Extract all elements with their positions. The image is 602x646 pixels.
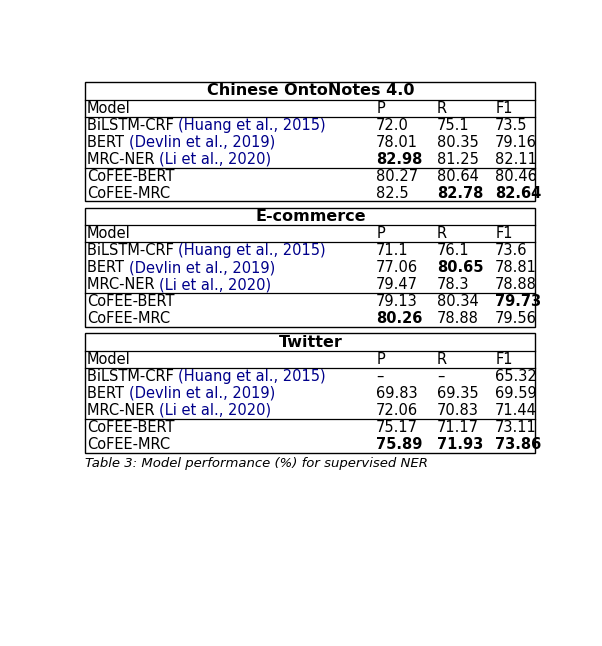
Text: 80.46: 80.46 xyxy=(495,169,537,183)
Text: 71.93: 71.93 xyxy=(437,437,483,452)
Text: 79.73: 79.73 xyxy=(495,294,541,309)
Text: R: R xyxy=(437,352,447,367)
Text: 78.01: 78.01 xyxy=(376,135,418,150)
Text: –: – xyxy=(376,369,383,384)
Text: BERT: BERT xyxy=(87,386,129,401)
Text: 79.56: 79.56 xyxy=(495,311,537,326)
Text: P: P xyxy=(376,352,385,367)
Text: (Devlin et al., 2019): (Devlin et al., 2019) xyxy=(129,135,275,150)
Text: BiLSTM-CRF: BiLSTM-CRF xyxy=(87,244,178,258)
Text: 80.34: 80.34 xyxy=(437,294,479,309)
Text: 70.83: 70.83 xyxy=(437,402,479,418)
Text: 79.16: 79.16 xyxy=(495,135,537,150)
Text: (Li et al., 2020): (Li et al., 2020) xyxy=(159,402,272,418)
Text: MRC-NER: MRC-NER xyxy=(87,277,159,292)
Text: MRC-NER: MRC-NER xyxy=(87,152,159,167)
Text: 80.27: 80.27 xyxy=(376,169,418,183)
Text: Table 3: Model performance (%) for supervised NER: Table 3: Model performance (%) for super… xyxy=(84,457,427,470)
Text: 73.6: 73.6 xyxy=(495,244,527,258)
Text: P: P xyxy=(376,226,385,242)
Text: (Li et al., 2020): (Li et al., 2020) xyxy=(159,277,272,292)
Bar xyxy=(84,82,535,202)
Text: 78.81: 78.81 xyxy=(495,260,537,275)
Text: 71.17: 71.17 xyxy=(437,420,479,435)
Text: 73.5: 73.5 xyxy=(495,118,527,133)
Text: (Devlin et al., 2019): (Devlin et al., 2019) xyxy=(129,386,275,401)
Text: 80.35: 80.35 xyxy=(437,135,479,150)
Text: R: R xyxy=(437,101,447,116)
Text: MRC-NER: MRC-NER xyxy=(87,402,159,418)
Text: 82.11: 82.11 xyxy=(495,152,537,167)
Text: 82.64: 82.64 xyxy=(495,185,541,200)
Text: CoFEE-BERT: CoFEE-BERT xyxy=(87,294,175,309)
Text: BiLSTM-CRF: BiLSTM-CRF xyxy=(87,369,178,384)
Text: 73.86: 73.86 xyxy=(495,437,541,452)
Text: (Huang et al., 2015): (Huang et al., 2015) xyxy=(178,244,326,258)
Text: F1: F1 xyxy=(495,101,513,116)
Text: Chinese OntoNotes 4.0: Chinese OntoNotes 4.0 xyxy=(207,83,415,98)
Text: 71.1: 71.1 xyxy=(376,244,409,258)
Text: 69.35: 69.35 xyxy=(437,386,479,401)
Text: 78.3: 78.3 xyxy=(437,277,470,292)
Bar xyxy=(84,333,535,452)
Text: CoFEE-MRC: CoFEE-MRC xyxy=(87,311,170,326)
Text: (Huang et al., 2015): (Huang et al., 2015) xyxy=(178,369,326,384)
Text: E-commerce: E-commerce xyxy=(255,209,366,224)
Text: Model: Model xyxy=(87,352,131,367)
Text: CoFEE-BERT: CoFEE-BERT xyxy=(87,420,175,435)
Text: 73.11: 73.11 xyxy=(495,420,537,435)
Bar xyxy=(84,207,535,327)
Text: 77.06: 77.06 xyxy=(376,260,418,275)
Text: CoFEE-MRC: CoFEE-MRC xyxy=(87,185,170,200)
Text: 78.88: 78.88 xyxy=(495,277,537,292)
Text: 69.83: 69.83 xyxy=(376,386,418,401)
Text: (Devlin et al., 2019): (Devlin et al., 2019) xyxy=(129,260,275,275)
Text: F1: F1 xyxy=(495,226,513,242)
Text: 79.13: 79.13 xyxy=(376,294,418,309)
Text: 80.65: 80.65 xyxy=(437,260,483,275)
Text: 78.88: 78.88 xyxy=(437,311,479,326)
Text: (Li et al., 2020): (Li et al., 2020) xyxy=(159,152,272,167)
Text: 80.26: 80.26 xyxy=(376,311,423,326)
Text: CoFEE-BERT: CoFEE-BERT xyxy=(87,169,175,183)
Text: 82.5: 82.5 xyxy=(376,185,409,200)
Text: 72.0: 72.0 xyxy=(376,118,409,133)
Text: R: R xyxy=(437,226,447,242)
Text: 71.44: 71.44 xyxy=(495,402,537,418)
Text: F1: F1 xyxy=(495,352,513,367)
Text: 65.32: 65.32 xyxy=(495,369,537,384)
Text: P: P xyxy=(376,101,385,116)
Text: 79.47: 79.47 xyxy=(376,277,418,292)
Text: 81.25: 81.25 xyxy=(437,152,479,167)
Text: BiLSTM-CRF: BiLSTM-CRF xyxy=(87,118,178,133)
Text: 72.06: 72.06 xyxy=(376,402,418,418)
Text: 75.17: 75.17 xyxy=(376,420,418,435)
Text: Model: Model xyxy=(87,101,131,116)
Text: 75.89: 75.89 xyxy=(376,437,423,452)
Text: Model: Model xyxy=(87,226,131,242)
Text: Twitter: Twitter xyxy=(279,335,343,349)
Text: (Huang et al., 2015): (Huang et al., 2015) xyxy=(178,118,326,133)
Text: 82.78: 82.78 xyxy=(437,185,483,200)
Text: 75.1: 75.1 xyxy=(437,118,470,133)
Text: 80.64: 80.64 xyxy=(437,169,479,183)
Text: –: – xyxy=(437,369,444,384)
Text: 69.59: 69.59 xyxy=(495,386,537,401)
Text: CoFEE-MRC: CoFEE-MRC xyxy=(87,437,170,452)
Text: 76.1: 76.1 xyxy=(437,244,470,258)
Text: 82.98: 82.98 xyxy=(376,152,423,167)
Text: BERT: BERT xyxy=(87,260,129,275)
Text: BERT: BERT xyxy=(87,135,129,150)
